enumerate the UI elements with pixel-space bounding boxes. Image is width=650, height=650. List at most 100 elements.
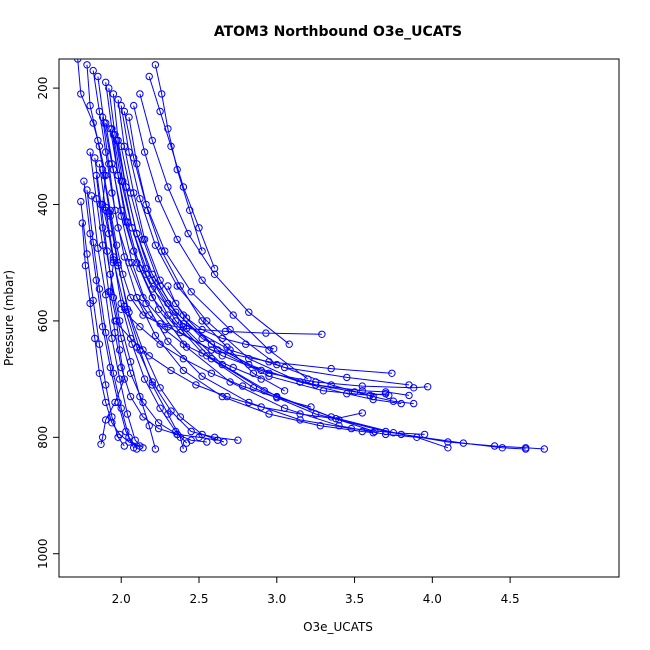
data-point [444,438,452,446]
data-point [98,165,107,174]
data-point [136,90,144,98]
data-point [229,363,237,372]
data-point [125,438,133,446]
data-point [78,219,87,227]
data-point [265,372,273,380]
data-point [172,299,180,308]
data-point [173,165,181,174]
series-9 [117,101,405,408]
data-point [112,136,121,145]
data-point [154,195,163,203]
series-34 [164,282,278,353]
data-point [89,66,97,75]
series-line [83,181,135,449]
data-point [540,445,548,453]
series-line [117,99,386,396]
series-23 [83,186,141,453]
data-point [410,384,418,392]
series-29 [130,101,312,383]
data-point [88,192,96,200]
data-point [145,352,153,360]
data-point [151,445,160,453]
series-line [167,285,274,350]
data-point [154,419,163,427]
data-point [223,343,231,351]
data-point [117,212,125,220]
data-point [327,413,335,421]
series-line [94,157,207,443]
x-tick-label: 3.5 [345,592,364,606]
data-point [176,413,185,421]
series-line [102,117,374,434]
series-28 [125,113,289,395]
data-point [139,235,147,244]
data-point [156,276,164,284]
series-10 [120,107,418,408]
data-point [280,387,289,395]
data-point [111,317,119,325]
data-point [172,308,180,316]
data-point [102,203,110,212]
series-line [108,213,225,443]
data-point [102,328,110,337]
series-line [114,320,363,420]
data-point [257,375,265,383]
data-point [192,381,200,389]
data-point [114,171,122,180]
series-line [86,189,138,450]
data-point [142,270,150,278]
series-line [136,297,262,380]
data-point [397,430,405,439]
data-point [116,346,124,354]
plot-frame [58,58,620,578]
data-point [265,346,273,354]
data-point [195,224,203,232]
data-point [139,346,147,354]
data-point [343,390,351,398]
data-point [221,327,230,336]
x-tick-label: 4.5 [501,592,520,606]
data-point [105,209,113,217]
series-line [91,195,144,449]
chart-title: ATOM3 Northbound O3e_UCATS [214,24,462,40]
data-point [98,433,107,441]
data-point [116,375,124,383]
data-point [102,398,110,407]
data-point [136,195,144,203]
y-tick-label: 1000 [36,538,50,569]
data-point [148,136,157,145]
data-point [164,282,172,290]
series-24 [88,192,147,452]
data-point [95,369,104,377]
data-point [167,366,175,375]
series-line [109,128,449,449]
y-tick-label: 200 [36,77,50,100]
data-point [133,259,141,267]
series-line [112,134,545,450]
data-point [176,433,185,441]
data-point [106,363,115,372]
data-point [198,325,206,334]
data-point [109,90,118,98]
data-point [125,308,133,316]
data-point [198,317,206,325]
data-point [167,407,175,415]
data-point [273,394,281,402]
data-point [198,276,206,284]
data-point [77,90,85,98]
data-point [179,355,188,363]
series-line [133,105,309,380]
data-point [130,154,138,162]
data-point [214,346,222,354]
data-point [136,323,144,331]
data-point [145,311,153,319]
data-point [95,160,104,168]
y-tick-label: 400 [36,193,50,216]
data-point [91,154,99,162]
data-point [207,369,216,377]
data-point [223,392,231,401]
data-point [371,427,379,436]
data-point [109,131,118,139]
data-point [142,299,150,308]
